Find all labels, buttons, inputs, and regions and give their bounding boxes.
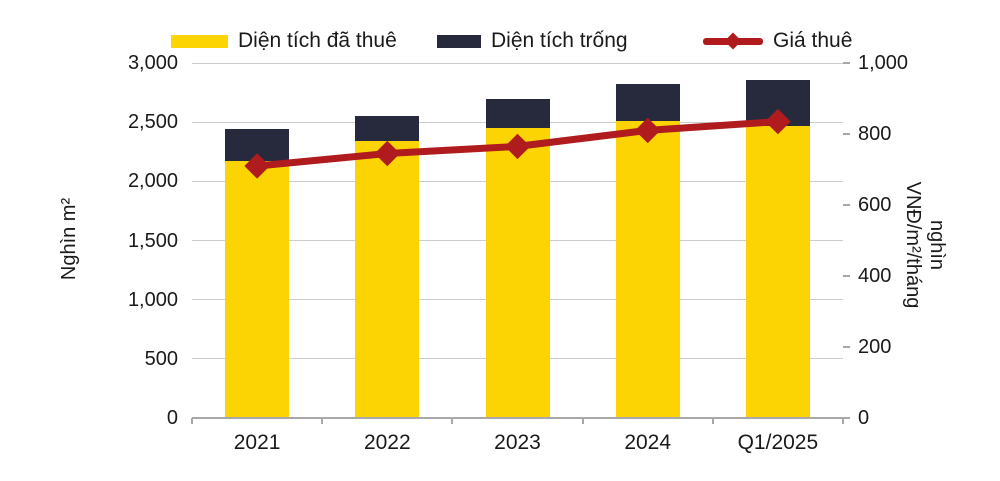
x-axis-line bbox=[192, 417, 843, 419]
right-axis-tick-mark bbox=[843, 133, 850, 135]
bar-leased-2024 bbox=[615, 120, 680, 418]
legend-label-vacant: Diện tích trống bbox=[491, 29, 628, 52]
x-axis-label-2022: 2022 bbox=[363, 431, 411, 454]
price-marker-2022 bbox=[374, 140, 401, 167]
right-axis-tick-label: 600 bbox=[858, 194, 892, 216]
price-marker-Q1/2025 bbox=[765, 108, 791, 135]
vacant-area-swatch bbox=[437, 34, 481, 48]
right-axis-tick-mark bbox=[843, 275, 850, 277]
right-axis-tick-mark bbox=[843, 417, 850, 419]
right-axis-tick-mark bbox=[843, 346, 850, 348]
x-axis-label-2023: 2023 bbox=[494, 431, 541, 454]
left-axis-tick-label: 0 bbox=[166, 407, 178, 429]
left-axis-tick-label: 2,500 bbox=[127, 111, 178, 134]
right-axis-title: nghìn VNĐ/m²/tháng bbox=[901, 165, 949, 325]
right-axis-tick-label: 1,000 bbox=[858, 52, 909, 74]
x-axis-tick-mark bbox=[321, 418, 324, 424]
legend-item-leased: Diện tích đã thuê bbox=[171, 27, 397, 55]
bar-vacant-2022 bbox=[355, 116, 420, 142]
x-axis-tick-mark bbox=[451, 418, 454, 424]
right-axis-tick-label: 0 bbox=[858, 407, 870, 429]
right-axis-tick-mark bbox=[843, 62, 850, 64]
x-axis-tick-mark bbox=[191, 418, 193, 424]
left-axis-tick-label: 2,000 bbox=[127, 170, 178, 193]
bar-leased-2023 bbox=[485, 128, 550, 418]
leased-area-swatch bbox=[171, 34, 228, 48]
bar-leased-2021 bbox=[225, 161, 290, 418]
right-axis-title-line-1: nghìn bbox=[926, 219, 948, 271]
right-axis-tick-mark bbox=[843, 204, 850, 206]
bar-vacant-2024 bbox=[615, 84, 680, 121]
left-axis-tick-label: 1,500 bbox=[127, 229, 178, 252]
legend-item-price: Giá thuê bbox=[703, 27, 852, 55]
x-axis-tick-mark bbox=[581, 418, 584, 424]
bar-vacant-2023 bbox=[485, 98, 550, 129]
right-axis-tick-label: 200 bbox=[858, 336, 892, 358]
x-axis-tick-mark bbox=[842, 418, 844, 424]
right-axis-title-line-2: VNĐ/m²/tháng bbox=[902, 181, 924, 309]
right-axis-tick-label: 800 bbox=[858, 123, 892, 145]
plot-area bbox=[192, 62, 843, 419]
right-axis-tick-label: 400 bbox=[858, 265, 892, 287]
left-axis-tick-label: 500 bbox=[144, 347, 178, 370]
bar-leased-2022 bbox=[355, 141, 420, 418]
legend-label-leased: Diện tích đã thuê bbox=[238, 29, 397, 52]
x-axis-label-Q1/2025: Q1/2025 bbox=[737, 431, 819, 454]
x-axis-label-2024: 2024 bbox=[624, 431, 672, 454]
price-diamond-icon bbox=[724, 32, 742, 50]
left-axis-tick-label: 1,000 bbox=[127, 288, 178, 311]
legend-item-vacant: Diện tích trống bbox=[437, 27, 628, 55]
price-marker-2023 bbox=[504, 133, 531, 160]
left-axis-tick-label: 3,000 bbox=[127, 52, 178, 74]
x-axis-tick-mark bbox=[711, 418, 714, 424]
price-marker-2024 bbox=[634, 117, 661, 144]
price-line-layer bbox=[244, 108, 791, 179]
price-line-swatch bbox=[703, 32, 763, 50]
gridline-3,000 bbox=[192, 62, 843, 64]
x-axis-label-2021: 2021 bbox=[233, 431, 281, 454]
legend-label-price: Giá thuê bbox=[773, 29, 853, 52]
price-marker-2021 bbox=[244, 153, 270, 179]
bar-leased-Q1/2025 bbox=[745, 125, 810, 418]
